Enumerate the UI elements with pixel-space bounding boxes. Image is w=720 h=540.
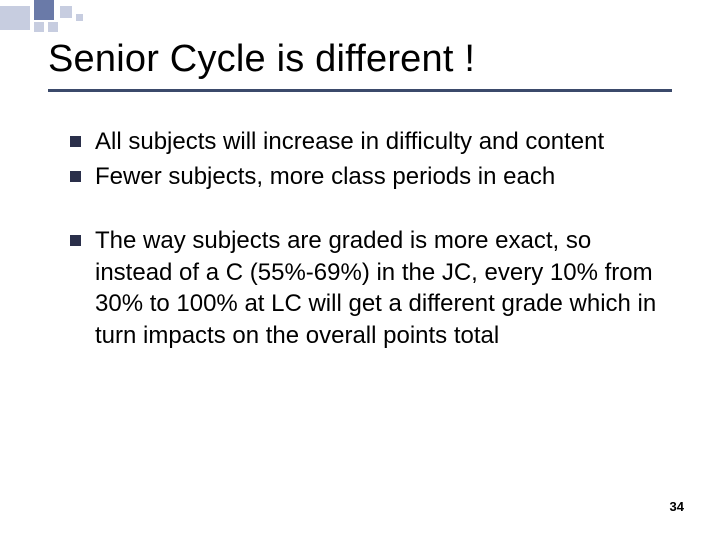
deco-square — [76, 14, 83, 21]
bullet-text: Fewer subjects, more class periods in ea… — [95, 161, 555, 193]
deco-square — [60, 6, 72, 18]
page-number: 34 — [670, 499, 684, 514]
deco-square — [34, 0, 54, 20]
bullet-text: The way subjects are graded is more exac… — [95, 225, 672, 352]
bullet-list: All subjects will increase in difficulty… — [48, 126, 672, 352]
slide-title: Senior Cycle is different ! — [48, 38, 672, 81]
slide-content: Senior Cycle is different ! All subjects… — [0, 0, 720, 352]
corner-decoration — [0, 0, 140, 32]
bullet-item: Fewer subjects, more class periods in ea… — [70, 161, 672, 193]
bullet-text: All subjects will increase in difficulty… — [95, 126, 604, 158]
bullet-item: All subjects will increase in difficulty… — [70, 126, 672, 158]
bullet-marker-icon — [70, 136, 81, 147]
deco-square — [34, 22, 44, 32]
title-underline — [48, 89, 672, 92]
bullet-item: The way subjects are graded is more exac… — [70, 225, 672, 352]
bullet-marker-icon — [70, 235, 81, 246]
deco-square — [0, 6, 30, 30]
deco-square — [48, 22, 58, 32]
bullet-marker-icon — [70, 171, 81, 182]
